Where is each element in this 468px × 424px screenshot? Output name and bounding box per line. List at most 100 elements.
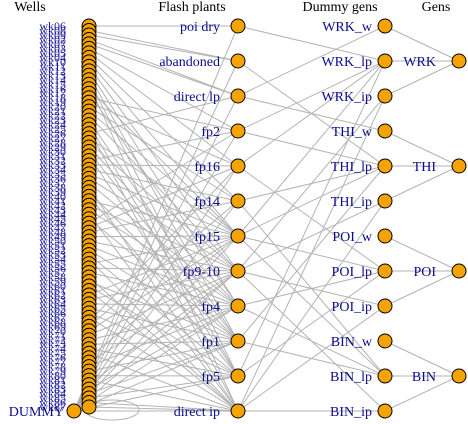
edge-well-flash [88,187,239,412]
edge-well-flash [88,165,239,323]
dummy-gen-node [377,403,393,419]
edge-well-flash [88,270,239,300]
edge-well-flash [88,177,239,272]
well-label: wk15 [39,77,66,91]
flash-plant-label: fp5 [201,370,220,385]
edge-flash-dummy [237,25,386,97]
edge-well-flash [88,200,239,327]
dummy-gen-label: POI_ip [332,300,372,315]
header-flash-plants: Flash plants [158,0,225,15]
edge-well-flash [88,235,239,296]
well-label: wk53 [39,248,66,262]
edge-flash-dummy [237,305,386,377]
edge-well-flash [88,352,239,412]
well-label: wk03 [39,41,66,55]
dummy-gen-node [377,88,393,104]
well-label: wk68 [39,315,66,329]
edge-well-flash [88,95,239,135]
well-label: wk06 [39,19,66,33]
dummy-gen-label: WRK_lp [321,55,372,70]
edge-dummy-gen [384,235,460,272]
edge-well-flash [88,200,239,237]
well-label: wk39 [39,185,66,199]
well-label: wk47 [39,221,66,235]
edge-dummy-well-flash [73,60,239,412]
edge-well-flash [88,101,239,167]
well-label: wk72 [39,333,66,347]
edge-flash-dummy [237,60,386,167]
well-label: wk17 [39,86,66,100]
edge-well-flash [88,340,239,395]
well-label: wk85 [39,391,66,405]
well-label: wk83 [39,382,66,396]
flash-plant-label: fp9-10 [183,265,220,280]
well-label: wk45 [39,212,66,226]
flash-plant-node [230,88,246,104]
edge-dummy-well-flash [73,130,239,412]
edge-well-flash [88,61,239,237]
dummy-gen-node [377,158,393,174]
edge-well-flash [88,235,239,238]
dummy-well-label: DUMMY [9,405,64,420]
dummy-gen-label: BIN_lp [330,370,372,385]
edge-well-flash [88,137,239,237]
edge-well-flash [88,142,239,272]
edge-dummy-gen [384,165,460,202]
edge-dummy-well-flash [73,270,239,412]
edge-dummy-well-flash [73,305,239,412]
flash-plant-node [230,228,246,244]
edge-well-flash [88,281,239,342]
edge-well-flash [88,285,239,377]
gen-label: POI [413,265,436,280]
flash-plant-node [230,123,246,139]
well-label: wk86 [39,396,66,410]
well-label: wk49 [39,230,66,244]
dummy-gen-label: WRK_w [322,20,373,35]
edge-dummy-well-flash [73,200,239,412]
well-label: wk87 [39,400,66,414]
flash-plant-label: direct lp [174,90,220,105]
well-label: wk31 [39,149,66,163]
dummy-gen-label: BIN_w [331,335,373,350]
well-label: wk62 [39,288,66,302]
flash-plant-label: fp2 [201,125,220,140]
well-label: wk07 [39,37,66,51]
edge-well-flash [88,38,239,97]
edge-well-flash [88,270,239,385]
well-label: wk67 [39,310,66,324]
edge-well-flash [88,128,239,412]
edge-well-flash [88,348,239,377]
edge-well-flash [88,249,239,342]
well-label: wk37 [39,176,66,190]
dummy-gen-label: THI_w [332,125,373,140]
well-label: wk54 [39,252,66,266]
gen-node [451,263,467,279]
edge-well-flash [88,290,239,412]
well-label: wk76 [39,351,66,365]
edge-well-flash [88,34,239,62]
flash-plant-label: fp16 [194,160,220,175]
edge-well-flash [88,164,239,167]
label-layer: wk06wk08wk09wk02wk07wk03wk05wk04wk10wk11… [9,19,437,420]
flash-plant-label: fp14 [194,195,220,210]
dummy-gen-label: BIN_ip [330,405,372,420]
edge-well-flash [88,151,239,342]
edge-flash-dummy [237,25,386,62]
well-label: wk02 [39,32,66,46]
edge-well-flash [88,165,239,229]
well-label: wk09 [39,28,66,42]
edge-well-flash [88,307,239,342]
well-label: wk26 [39,127,66,141]
well-label: wk21 [39,104,66,118]
edge-well-flash [88,119,239,342]
dummy-gen-label: POI_w [332,230,373,245]
edge-well-flash [88,130,239,161]
well-label: wk25 [39,122,66,136]
edge-dummy-gen [384,340,460,377]
dummy-gen-node [377,298,393,314]
well-label: wk10 [39,55,66,69]
header-gens: Gens [422,0,451,15]
edge-well-flash [88,406,239,412]
dummy-gen-label: THI_ip [331,195,372,210]
